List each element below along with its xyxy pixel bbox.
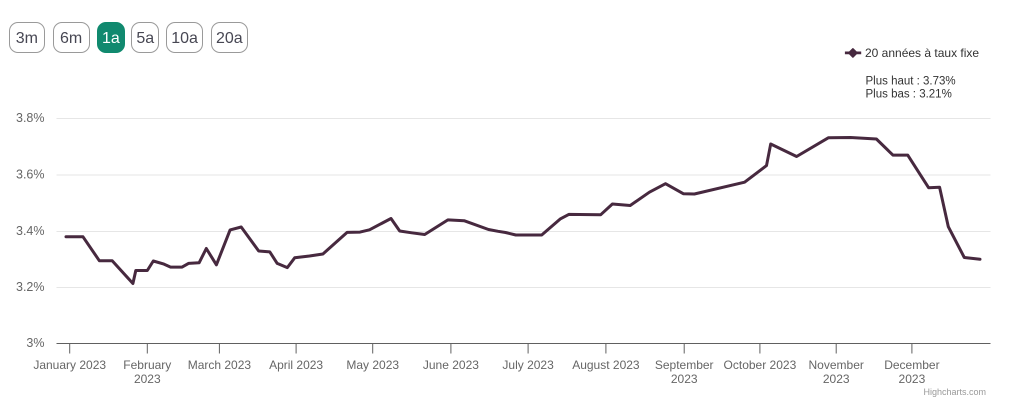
svg-text:June 2023: June 2023 — [423, 358, 479, 372]
svg-text:January 2023: January 2023 — [33, 358, 106, 372]
svg-text:October 2023: October 2023 — [724, 358, 797, 372]
svg-text:Highcharts.com: Highcharts.com — [923, 387, 986, 397]
svg-text:3%: 3% — [26, 336, 44, 350]
svg-text:July 2023: July 2023 — [502, 358, 554, 372]
svg-text:Plus haut : 3.73%: Plus haut : 3.73% — [866, 76, 956, 88]
svg-text:20 années à taux fixe: 20 années à taux fixe — [865, 46, 979, 60]
svg-text:3.8%: 3.8% — [16, 111, 45, 125]
svg-text:April 2023: April 2023 — [269, 358, 323, 372]
svg-text:3.6%: 3.6% — [16, 167, 45, 181]
svg-text:March 2023: March 2023 — [188, 358, 252, 372]
svg-text:3.4%: 3.4% — [16, 224, 45, 238]
svg-text:August 2023: August 2023 — [572, 358, 640, 372]
svg-text:Plus bas : 3.21%: Plus bas : 3.21% — [866, 89, 952, 101]
svg-text:3.2%: 3.2% — [16, 280, 45, 294]
svg-text:May 2023: May 2023 — [346, 358, 399, 372]
